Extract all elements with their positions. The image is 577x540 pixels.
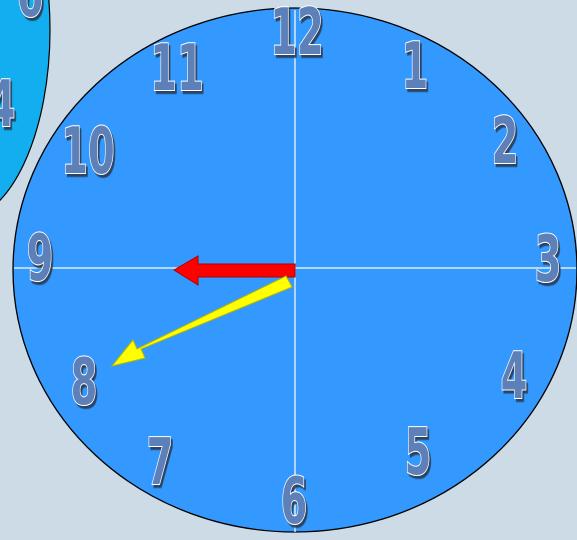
clock-number: 5 xyxy=(405,416,432,490)
clock-number: 9 xyxy=(27,222,54,296)
clock-number: 10 xyxy=(61,115,114,189)
clock-number: 1 xyxy=(402,30,429,104)
clock-number: 12 xyxy=(270,0,323,70)
clock-number: 11 xyxy=(150,32,203,106)
clock-number: 4 xyxy=(501,340,528,414)
clock-number: 7 xyxy=(147,426,174,500)
background-clock-number: 4 xyxy=(0,68,15,142)
clock-number: 6 xyxy=(281,465,308,539)
background-clock-number: 6 xyxy=(17,0,44,32)
page: {"clock": {"numbers": ["12", "1", "2", "… xyxy=(0,0,577,540)
clock-number: 3 xyxy=(535,223,562,297)
clock-number: 2 xyxy=(492,105,519,179)
clock-number: 8 xyxy=(71,346,98,420)
clock-scene: 6 4 121234567891011 xyxy=(0,0,577,540)
